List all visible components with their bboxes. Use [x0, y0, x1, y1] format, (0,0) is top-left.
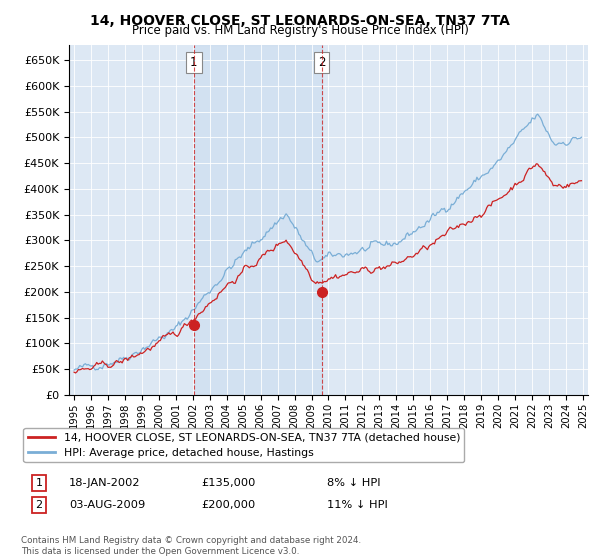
- Text: 18-JAN-2002: 18-JAN-2002: [69, 478, 140, 488]
- Text: 03-AUG-2009: 03-AUG-2009: [69, 500, 145, 510]
- Text: 14, HOOVER CLOSE, ST LEONARDS-ON-SEA, TN37 7TA: 14, HOOVER CLOSE, ST LEONARDS-ON-SEA, TN…: [90, 14, 510, 28]
- Text: Contains HM Land Registry data © Crown copyright and database right 2024.
This d: Contains HM Land Registry data © Crown c…: [21, 536, 361, 556]
- Text: 11% ↓ HPI: 11% ↓ HPI: [327, 500, 388, 510]
- Bar: [194, 45, 322, 395]
- Text: £200,000: £200,000: [201, 500, 255, 510]
- Text: 1: 1: [35, 478, 43, 488]
- Legend: 14, HOOVER CLOSE, ST LEONARDS-ON-SEA, TN37 7TA (detached house), HPI: Average pr: 14, HOOVER CLOSE, ST LEONARDS-ON-SEA, TN…: [23, 428, 464, 463]
- Text: £135,000: £135,000: [201, 478, 256, 488]
- Text: 2: 2: [318, 57, 325, 69]
- Text: 1: 1: [190, 57, 197, 69]
- Text: 2: 2: [35, 500, 43, 510]
- Text: Price paid vs. HM Land Registry's House Price Index (HPI): Price paid vs. HM Land Registry's House …: [131, 24, 469, 37]
- Text: 8% ↓ HPI: 8% ↓ HPI: [327, 478, 380, 488]
